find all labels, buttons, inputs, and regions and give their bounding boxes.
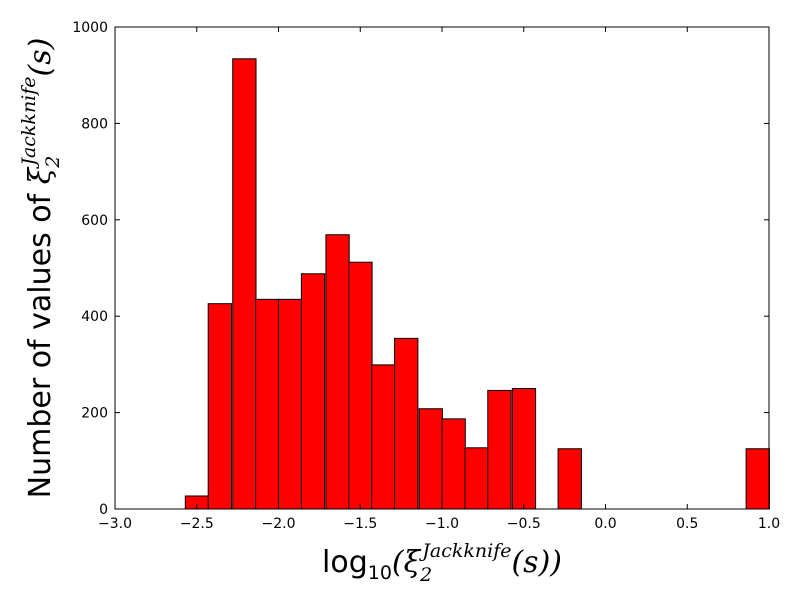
y-label-xi: ξ: [23, 166, 58, 184]
y-tick-label: 400: [81, 309, 108, 325]
histogram-bar: [255, 298, 280, 510]
histogram-bar: [348, 261, 373, 510]
x-tick-label: −1.0: [425, 516, 459, 532]
x-label-sub: 10: [368, 562, 392, 584]
x-tick-label: 0.0: [594, 516, 616, 532]
x-axis-ticks: −3.0 −2.5 −2.0 −1.5 −1.0 −0.5 0.0 0.5 1.0: [98, 27, 780, 532]
x-axis-label: log10(ξ2Jackknife(s)): [322, 540, 562, 586]
histogram-bar: [300, 273, 326, 510]
y-tick-label: 800: [81, 116, 108, 132]
y-label-xi-sup: Jackknife: [18, 76, 40, 169]
y-label-arg: (s): [23, 38, 58, 77]
x-label-xi-sup: Jackknife: [418, 540, 511, 562]
histogram-bar: [418, 408, 443, 510]
x-tick-label: −2.0: [262, 516, 296, 532]
x-label-prefix: log: [322, 545, 368, 580]
x-tick-label: −2.5: [180, 516, 214, 532]
y-tick-label: 600: [81, 213, 108, 229]
y-tick-label: 1000: [72, 20, 108, 36]
histogram-bars: [184, 58, 770, 510]
y-axis-ticks: 0 200 400 600 800 1000: [72, 20, 769, 518]
histogram-bar: [441, 418, 466, 510]
y-label-prefix: Number of values of: [23, 184, 58, 498]
x-tick-label: 1.0: [758, 516, 780, 532]
histogram-bar: [487, 389, 512, 510]
histogram-bar: [745, 448, 770, 510]
x-label-open: (: [392, 545, 405, 580]
x-tick-label: −3.0: [98, 516, 132, 532]
histogram-bar: [371, 364, 396, 510]
y-label-xi-sub: 2: [42, 156, 64, 169]
x-label-xi: ξ: [404, 545, 422, 580]
histogram-bar: [232, 58, 257, 510]
x-tick-label: −0.5: [507, 516, 541, 532]
histogram-bar: [325, 234, 350, 510]
histogram-bar: [207, 303, 232, 510]
histogram-bar: [557, 448, 582, 510]
x-label-xi-sub: 2: [419, 564, 432, 586]
x-label-arg: (s)): [511, 545, 562, 580]
x-tick-label: 0.5: [676, 516, 698, 532]
y-tick-label: 200: [81, 406, 108, 422]
y-tick-label: 0: [99, 502, 108, 518]
histogram-bar: [464, 447, 489, 510]
x-tick-label: −1.5: [343, 516, 377, 532]
histogram-bar: [278, 298, 303, 510]
y-axis-label: Number of values of ξ2Jackknife(s): [18, 38, 64, 499]
histogram-bar: [394, 337, 419, 510]
histogram-bar: [511, 388, 537, 510]
